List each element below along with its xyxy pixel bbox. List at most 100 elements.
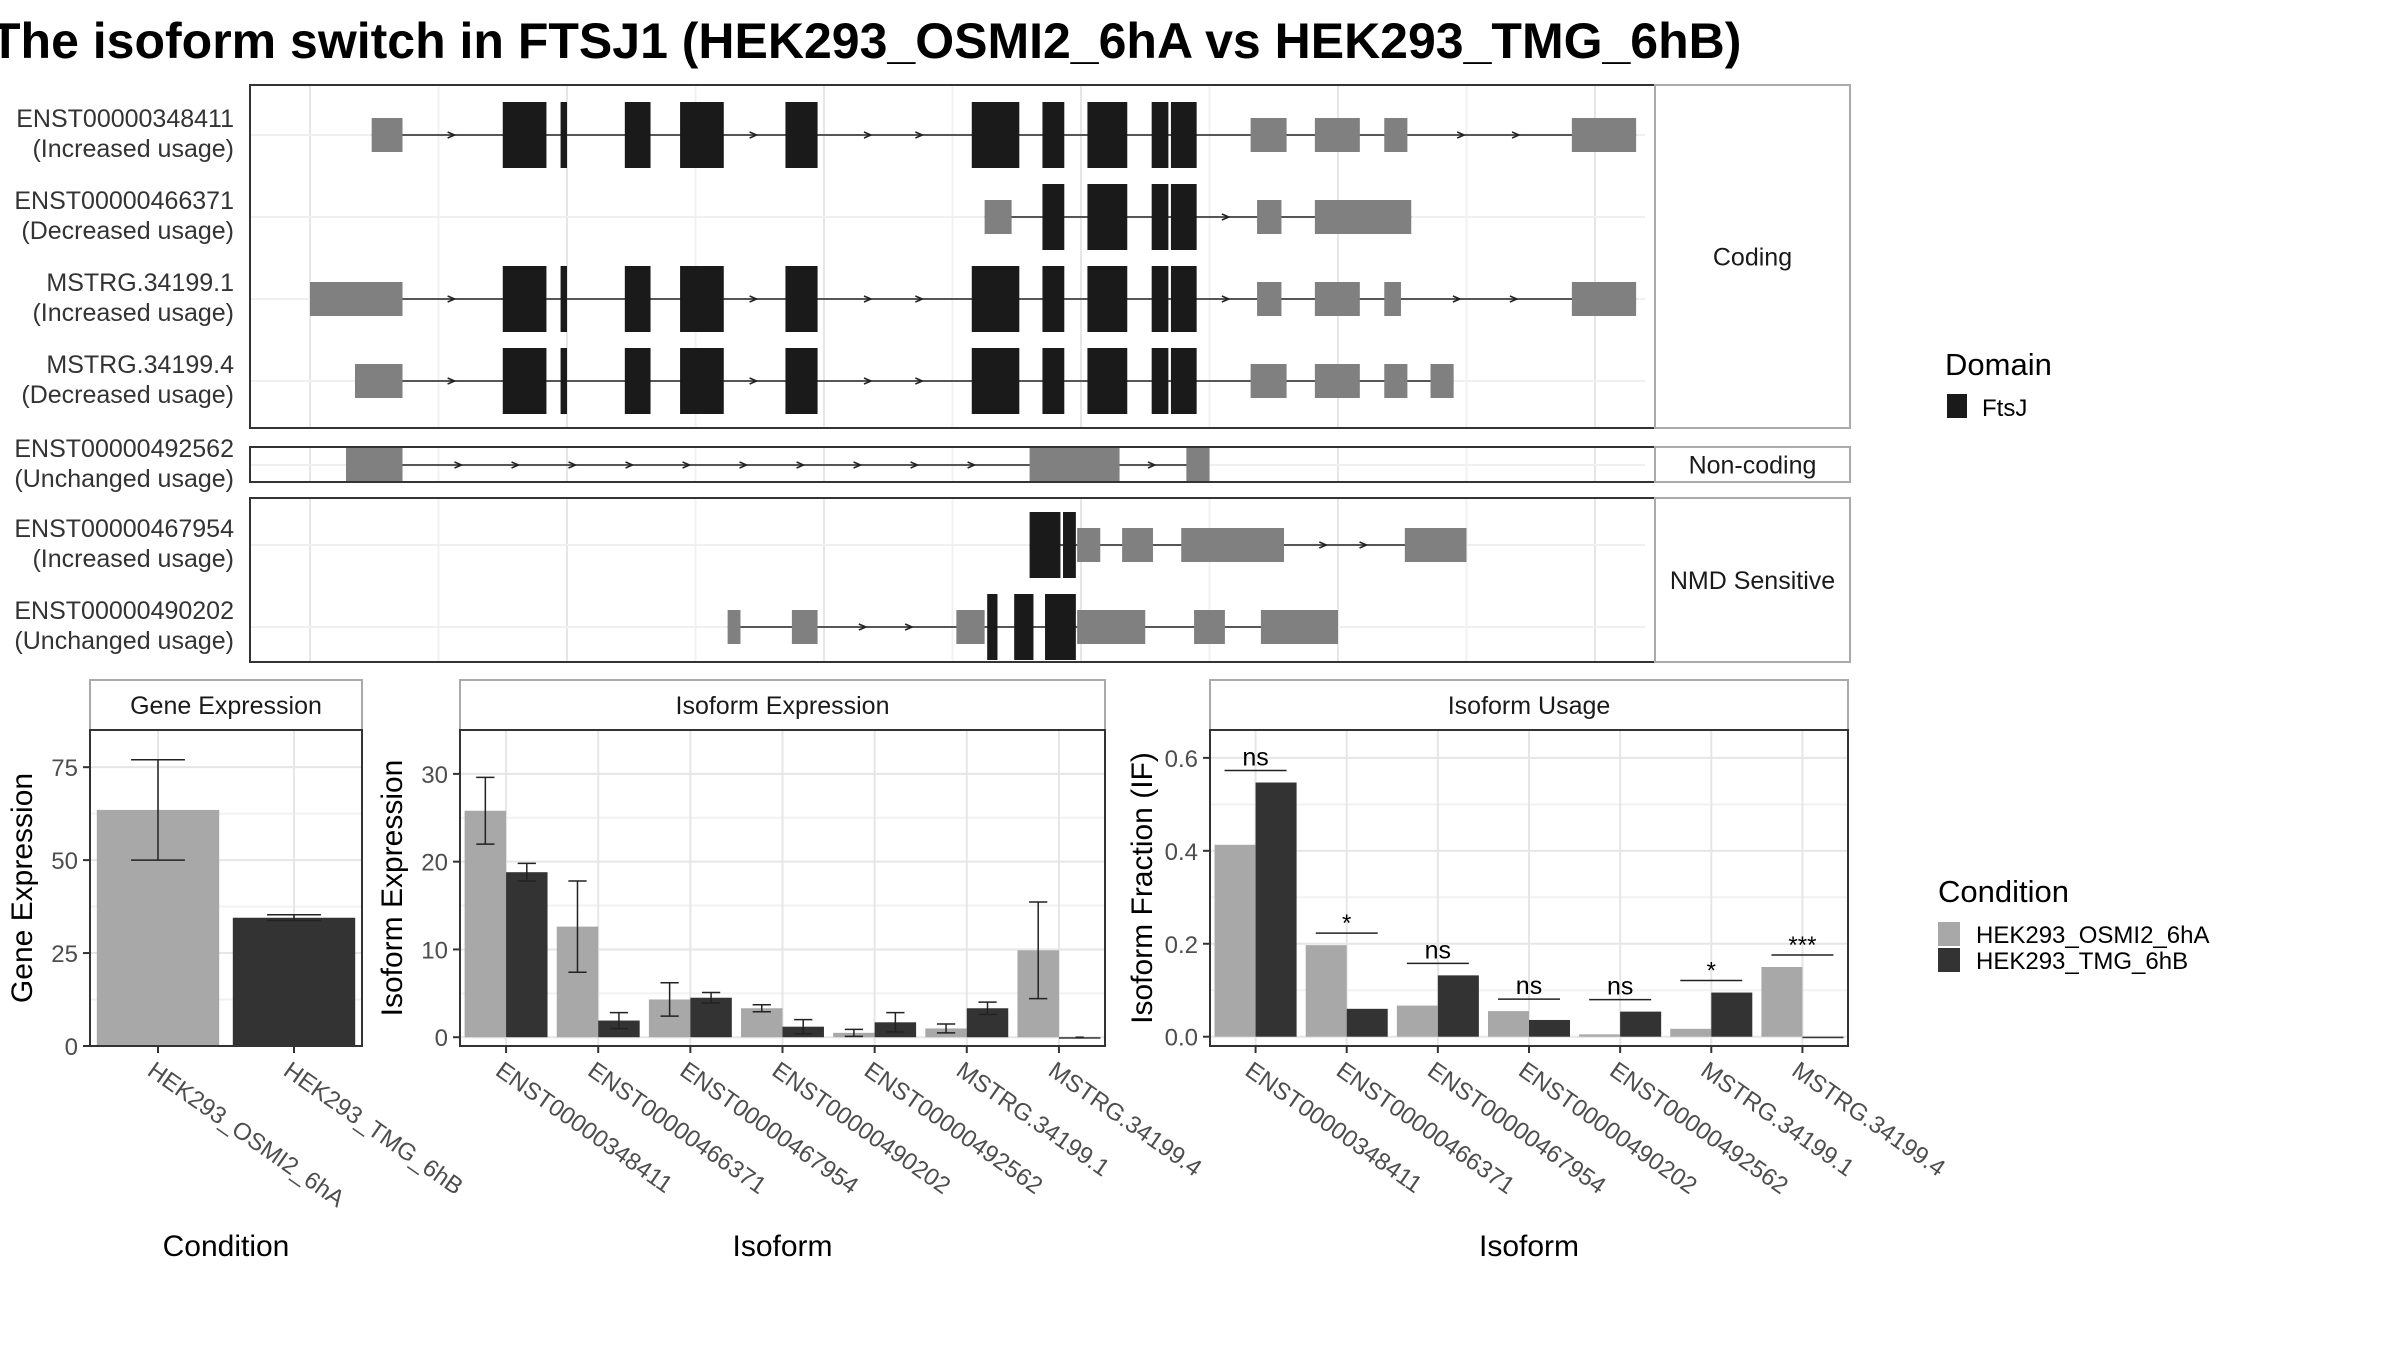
x-tick-label: MSTRG.34199.4 (1043, 1057, 1206, 1182)
arrow-icon (915, 377, 925, 385)
transcript-ENST00000492562: ENST00000492562(Unchanged usage) (14, 435, 1645, 493)
transcript-MSTRG.34199.1: MSTRG.34199.1(Increased usage) (32, 266, 1645, 332)
arrow-icon (1452, 295, 1462, 303)
bar (1529, 1019, 1571, 1037)
x-tick-label: MSTRG.34199.1 (951, 1057, 1114, 1182)
transcript-status: (Increased usage) (32, 135, 234, 163)
chart-title: Isoform Usage (1448, 692, 1611, 720)
exon-block (502, 266, 547, 332)
exon-block (1087, 266, 1128, 332)
structure-panel-nmd-sensitive: ENST00000467954(Increased usage)ENST0000… (14, 497, 1851, 663)
arrow-icon (625, 461, 635, 469)
panel-strip-label: Non-coding (1689, 452, 1817, 480)
arrow-icon (1511, 131, 1521, 139)
exon-block (1087, 184, 1128, 250)
transcript-status: (Decreased usage) (21, 217, 234, 245)
y-tick-label: 75 (51, 755, 78, 782)
exon-block (1029, 448, 1120, 482)
y-axis-title: Isoform Fraction (IF) (1126, 752, 1159, 1024)
arrow-icon (1318, 541, 1329, 549)
exon-block (502, 348, 547, 414)
y-axis-title: Isoform Expression (376, 760, 409, 1017)
exon-block (1571, 118, 1637, 152)
exon-block (1042, 266, 1065, 332)
bar (1396, 1005, 1438, 1037)
y-tick-label: 25 (51, 941, 78, 968)
arrow-icon (915, 295, 925, 303)
legend-condition-label: HEK293_OSMI2_6hA (1976, 922, 2209, 949)
exon-block (1077, 610, 1146, 644)
exon-block (1122, 528, 1153, 562)
bar-charts: Gene Expression0255075HEK293_OSMI2_6hAHE… (6, 679, 1950, 1263)
arrow-icon (739, 461, 749, 469)
y-tick-label: 0.6 (1165, 746, 1198, 773)
panel-strip-label: NMD Sensitive (1670, 567, 1835, 595)
arrow-icon (863, 377, 873, 385)
exon-block (1314, 282, 1360, 316)
exon-block (727, 610, 741, 644)
exon-block (1042, 348, 1065, 414)
bar (1437, 975, 1479, 1037)
exon-block (1571, 282, 1637, 316)
exon-block (680, 266, 724, 332)
y-tick-label: 0.0 (1165, 1025, 1198, 1052)
legend-condition-title: Condition (1938, 874, 2069, 909)
transcript-status: (Increased usage) (32, 299, 234, 327)
x-tick-label: MSTRG.34199.4 (1787, 1057, 1950, 1182)
exon-block (624, 102, 651, 168)
arrow-icon (910, 461, 920, 469)
arrow-icon (853, 461, 863, 469)
significance-label: ns (1425, 936, 1451, 964)
exon-block (502, 102, 547, 168)
significance-label: ns (1607, 973, 1633, 1001)
exon-block (680, 348, 724, 414)
bar (1255, 782, 1297, 1037)
significance-label: *** (1788, 932, 1816, 959)
exon-block (1257, 282, 1282, 316)
transcript-MSTRG.34199.4: MSTRG.34199.4(Decreased usage) (21, 348, 1645, 414)
transcript-ENST00000466371: ENST00000466371(Decreased usage) (14, 184, 1645, 250)
chart-strip (1209, 679, 1849, 731)
exon-block (1042, 184, 1065, 250)
transcript-label: ENST00000348411 (16, 105, 234, 133)
exon-block (354, 364, 403, 398)
legend-condition-swatch (1938, 922, 1960, 946)
transcript-label: ENST00000492562 (14, 435, 234, 463)
transcript-structure-panel: ENST00000348411(Increased usage)ENST0000… (14, 84, 1851, 663)
significance-label: * (1342, 910, 1351, 937)
x-axis-title: Isoform (732, 1230, 832, 1263)
transcript-ENST00000467954: ENST00000467954(Increased usage) (14, 512, 1645, 578)
arrow-icon (511, 461, 521, 469)
transcript-label: ENST00000467954 (14, 515, 234, 543)
exon-block (1170, 266, 1197, 332)
exon-block (1045, 594, 1076, 660)
legend-condition-swatch (1938, 948, 1960, 972)
arrow-icon (1509, 295, 1519, 303)
exon-block (1384, 282, 1401, 316)
y-tick-label: 10 (421, 937, 448, 964)
exon-block (1151, 348, 1169, 414)
exon-block (1186, 448, 1210, 482)
exon-block (1430, 364, 1454, 398)
exon-block (560, 102, 567, 168)
exon-block (1314, 118, 1360, 152)
exon-block (987, 594, 998, 660)
y-axis-title: Gene Expression (6, 773, 39, 1003)
exon-block (1029, 512, 1061, 578)
chart-title: Isoform Expression (676, 692, 890, 720)
exon-block (1014, 594, 1034, 660)
exon-block (1151, 266, 1169, 332)
exon-block (971, 266, 1020, 332)
figure-title: The isoform switch in FTSJ1 (HEK293_OSMI… (0, 13, 1741, 69)
exon-block (345, 448, 403, 482)
bar (1670, 1028, 1712, 1037)
transcript-ENST00000348411: ENST00000348411(Increased usage) (16, 102, 1645, 168)
exon-block (791, 610, 818, 644)
transcript-label: MSTRG.34199.1 (46, 269, 234, 297)
legends: Domain FtsJ Condition HEK293_OSMI2_6hAHEK29… (1938, 347, 2209, 975)
x-axis-title: Condition (163, 1230, 290, 1263)
arrow-icon (454, 461, 464, 469)
exon-block (1151, 184, 1169, 250)
